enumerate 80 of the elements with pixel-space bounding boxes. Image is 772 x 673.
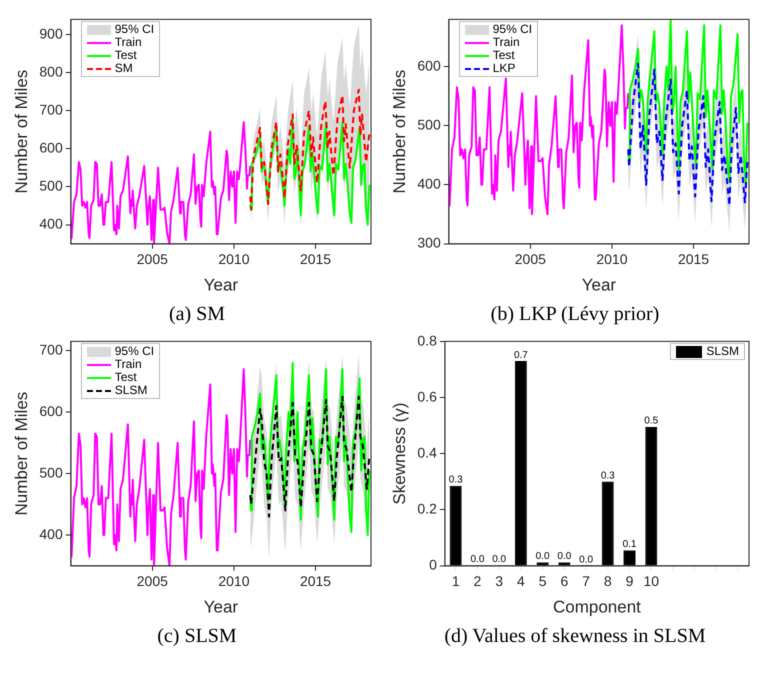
- y-axis-title: Number of Miles: [12, 70, 31, 194]
- x-tick-label: 10: [643, 573, 660, 590]
- x-axis-title: Year: [204, 275, 238, 294]
- y-tick-label: 600: [417, 58, 441, 74]
- text: (a) SM: [168, 302, 226, 327]
- x-tick-label: 4: [517, 573, 525, 590]
- bar: [450, 486, 462, 566]
- x-tick-label: 2015: [678, 251, 710, 268]
- y-tick-label: 400: [39, 216, 63, 232]
- line-series: [249, 396, 370, 518]
- bar: [602, 482, 614, 566]
- legend-label: SLSM: [706, 344, 739, 358]
- y-axis-title: Number of Miles: [12, 392, 31, 516]
- x-tick-label: 2005: [136, 251, 168, 268]
- legend-label: SM: [114, 61, 133, 76]
- legend-label: SLSM: [114, 383, 148, 398]
- data-label: 0.7: [514, 350, 528, 361]
- x-tick-label: 2: [474, 573, 482, 590]
- annotation: 95% CI: [492, 22, 532, 36]
- text: (b) LKP (Lévy prior): [490, 302, 660, 327]
- data-label: 0.3: [448, 474, 464, 486]
- y-tick-label: 600: [39, 140, 63, 156]
- x-tick-label: 2015: [300, 573, 332, 590]
- data-label: 0.0: [536, 551, 550, 562]
- y-tick-label: 0.6: [417, 388, 438, 404]
- legend-label: Test: [114, 370, 137, 384]
- data-label: 0.0: [579, 554, 594, 566]
- legend-label: Test: [114, 48, 137, 62]
- x-tick-label: 2010: [218, 251, 250, 268]
- x-tick-label: 6: [560, 573, 568, 590]
- legend-label: Train: [114, 357, 142, 372]
- legend-label: Test: [492, 48, 515, 62]
- x-axis-title: Year: [204, 597, 238, 616]
- x-tick-label: 8: [604, 573, 612, 590]
- data-label: 0.1: [622, 539, 637, 550]
- data-label: 0.0: [557, 551, 572, 562]
- data-label: 0.0: [492, 554, 507, 565]
- y-tick-label: 0.8: [417, 332, 438, 348]
- x-tick-label: 3: [495, 573, 504, 590]
- y-tick-label: 700: [39, 341, 63, 358]
- y-axis-title: Skewness (γ): [390, 402, 409, 505]
- y-tick-label: 500: [417, 116, 441, 133]
- x-tick-label: 2005: [514, 251, 546, 268]
- line-series: [627, 62, 748, 206]
- y-tick-label: 500: [39, 464, 63, 480]
- y-tick-label: 300: [417, 234, 441, 251]
- y-tick-label: 800: [39, 64, 63, 80]
- x-tick-label: 2015: [300, 251, 332, 268]
- x-tick-label: 2010: [596, 251, 628, 268]
- x-tick-label: 2010: [218, 573, 250, 590]
- x-tick-label: 9: [626, 573, 634, 590]
- x-tick-label: 1: [452, 573, 460, 590]
- y-tick-label: 600: [39, 402, 63, 419]
- x-tick-label: 5: [538, 573, 547, 590]
- y-tick-label: 0: [429, 556, 438, 573]
- y-tick-label: 700: [39, 102, 63, 118]
- y-axis-title: Number of Miles: [390, 70, 409, 194]
- data-label: 0.0: [470, 554, 485, 565]
- y-tick-label: 400: [39, 526, 63, 542]
- legend-label: LKP: [492, 61, 516, 76]
- legend-label: Train: [114, 35, 142, 50]
- x-tick-label: 7: [582, 573, 590, 590]
- x-axis-title: Year: [582, 275, 616, 294]
- x-axis-title: Component: [552, 597, 642, 616]
- line-series: [249, 88, 370, 211]
- text: (c) SLSM: [156, 624, 238, 649]
- data-label: 0.3: [600, 470, 616, 482]
- y-tick-label: 900: [39, 25, 63, 42]
- y-tick-label: 0.2: [417, 500, 438, 517]
- x-tick-label: 2005: [136, 573, 168, 590]
- annotation: 95% CI: [114, 22, 154, 36]
- y-tick-label: 500: [39, 178, 63, 194]
- y-tick-label: 0.4: [417, 444, 438, 460]
- y-tick-label: 400: [417, 176, 441, 192]
- bar: [514, 361, 527, 566]
- bar: [645, 426, 658, 566]
- legend-label: Train: [492, 35, 520, 50]
- data-label: 0.5: [644, 416, 659, 427]
- annotation: 95% CI: [114, 344, 154, 358]
- text: (d) Values of skewness in SLSM: [443, 624, 707, 649]
